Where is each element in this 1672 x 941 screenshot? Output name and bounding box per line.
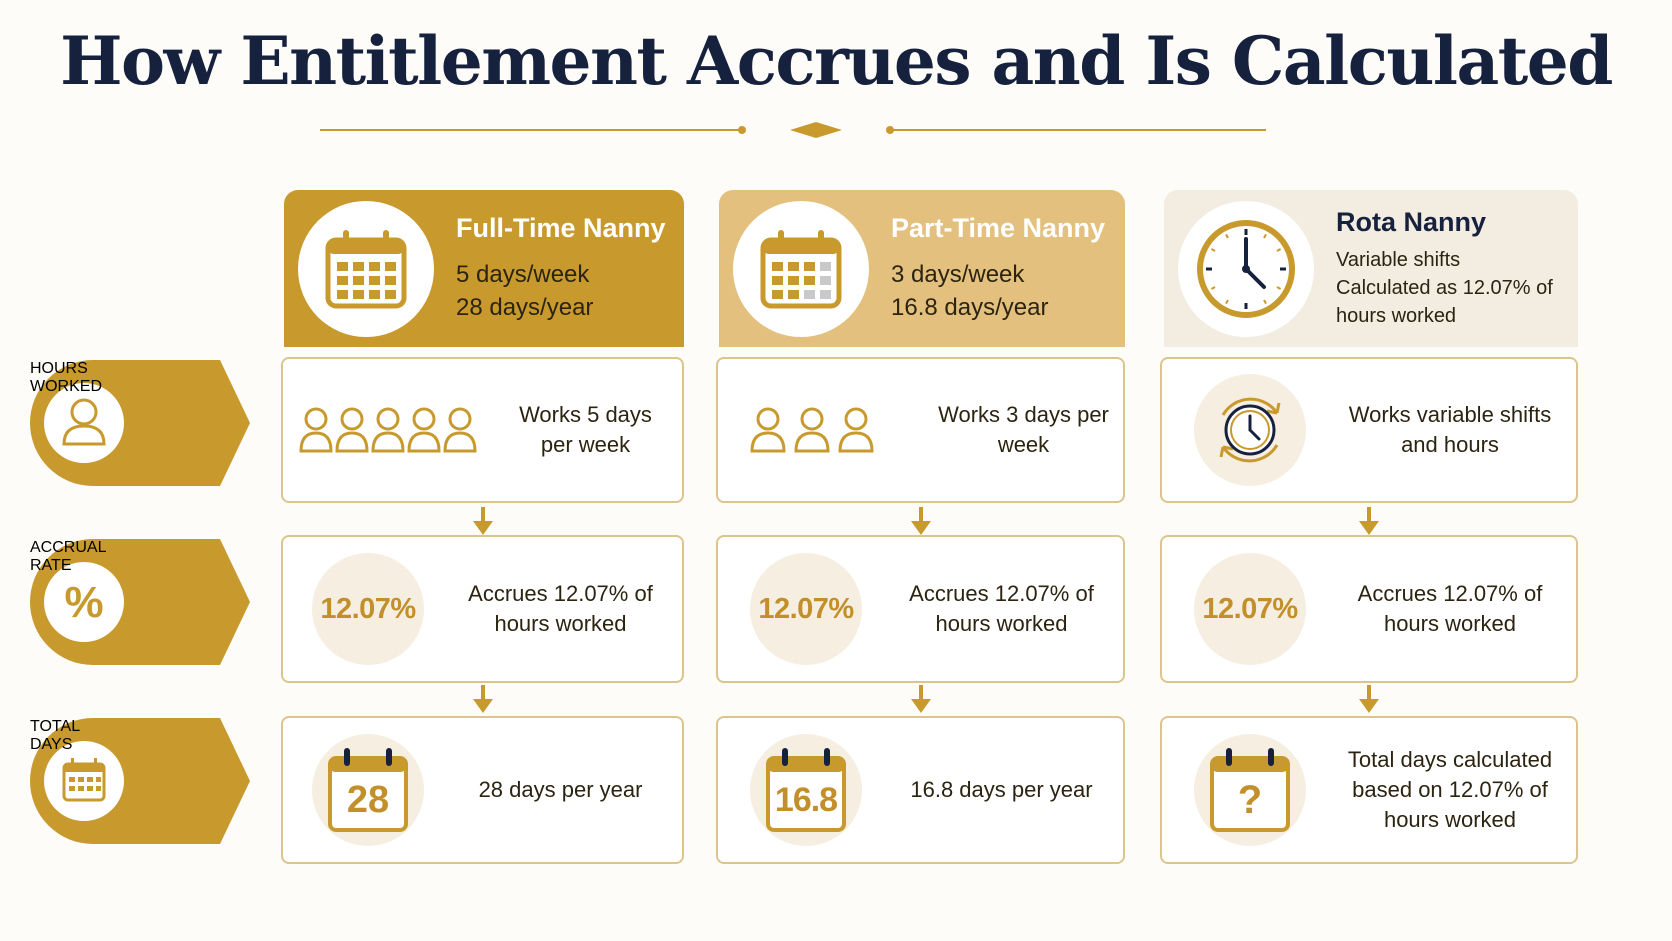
hours-text: Works 3 days per week [938,402,1109,457]
arrow-down-icon [911,507,931,535]
total-value: 16.8 [774,780,838,819]
column-title: Rota Nanny [1336,207,1487,237]
rate-cell-rota: 12.07% Accrues 12.07% of hours worked [1160,535,1578,683]
total-cell-part-time: 16.8 16.8 days per year [716,716,1125,864]
hours-cell-full-time: Works 5 days per week [281,357,684,503]
arrow-down-icon [473,507,493,535]
three-people-icon [718,405,908,455]
total-value: ? [1237,777,1263,822]
rate-text: Accrues 12.07% of hours worked [909,581,1094,636]
rate-text: Accrues 12.07% of hours worked [468,581,653,636]
header-full-time: Full-Time Nanny 5 days/week 28 days/year [284,190,684,347]
rate-cell-full-time: 12.07% Accrues 12.07% of hours worked [281,535,684,683]
calendar-value-icon: 16.8 [750,734,862,846]
svg-text:%: % [64,578,103,627]
header-rota: Rota Nanny Variable shifts Calculated as… [1164,190,1578,347]
rotating-clock-icon [1194,374,1306,486]
total-text: 16.8 days per year [910,777,1093,802]
arrow-down-icon [1359,685,1379,713]
total-text: 28 days per year [478,777,643,802]
total-text: Total days calculated based on 12.07% of… [1347,747,1553,832]
column-detail: Variable shifts [1336,249,1461,271]
arrow-down-icon [911,685,931,713]
rate-badge: 12.07% [1194,553,1306,665]
clock-icon [1178,200,1314,337]
row-label-total-shape [30,718,250,844]
rate-text: Accrues 12.07% of hours worked [1357,581,1543,636]
row-label-hours-shape [30,360,250,486]
column-title: Part-Time Nanny [891,213,1106,243]
calendar-question-icon: ? [1194,734,1306,846]
hours-cell-part-time: Works 3 days per week [716,357,1125,503]
rate-value: 12.07% [758,592,854,625]
row-label-text: TOTAL [30,718,81,735]
hours-text: Works variable shifts and hours [1348,402,1552,457]
row-label-text: HOURS [30,360,88,377]
column-detail: 16.8 days/year [891,294,1049,321]
calendar-value-icon: 28 [312,734,424,846]
five-people-icon [283,405,493,455]
rate-value: 12.07% [1202,592,1298,625]
row-label-total: TOTAL DAYS [30,718,250,844]
row-label-text: RATE [30,557,72,574]
header-part-time: Part-Time Nanny 3 days/week 16.8 days/ye… [719,190,1125,347]
column-detail: Calculated as 12.07% of hours worked [1336,277,1553,327]
hours-text: Works 5 days per week [519,402,652,457]
title-divider [320,122,1266,138]
row-label-accrual: ACCRUAL RATE [30,539,250,665]
rate-badge: 12.07% [312,553,424,665]
column-detail: 5 days/week [456,261,590,288]
arrow-down-icon [473,685,493,713]
hours-cell-rota: Works variable shifts and hours [1160,357,1578,503]
row-label-accrual-shape: % [30,539,250,665]
column-detail: 28 days/year [456,294,594,321]
rate-badge: 12.07% [750,553,862,665]
row-label-hours: HOURS WORKED [30,360,250,486]
row-label-text: WORKED [30,378,102,395]
column-title: Full-Time Nanny [456,213,666,243]
rate-cell-part-time: 12.07% Accrues 12.07% of hours worked [716,535,1125,683]
rate-value: 12.07% [320,592,416,625]
page-title: How Entitlement Accrues and Is Calculate… [60,22,1613,100]
column-detail: 3 days/week [891,261,1025,288]
row-label-text: DAYS [30,736,73,753]
arrow-down-icon [1359,507,1379,535]
total-value: 28 [346,778,390,821]
calendar-partial-icon [733,200,869,337]
calendar-icon [298,200,434,337]
total-cell-rota: ? Total days calculated based on 12.07% … [1160,716,1578,864]
row-label-text: ACCRUAL [30,539,107,556]
total-cell-full-time: 28 28 days per year [281,716,684,864]
